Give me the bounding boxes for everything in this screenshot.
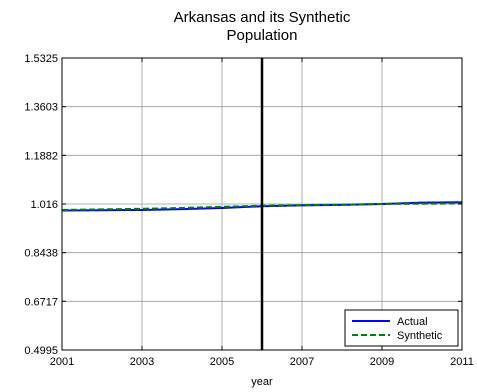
x-tick-label: 2007 bbox=[290, 356, 314, 368]
y-tick-label: 0.4995 bbox=[24, 345, 58, 357]
chart-title-line: Arkansas and its Synthetic bbox=[174, 9, 351, 26]
y-tick-label: 1.3603 bbox=[24, 102, 58, 114]
x-tick-label: 2001 bbox=[50, 356, 74, 368]
x-tick-label: 2009 bbox=[370, 356, 394, 368]
ticks: 2001 2003 2005 2007 2009 2011 0.4995 0.6717 0.84… bbox=[24, 53, 473, 368]
x-axis-label: year bbox=[251, 376, 273, 388]
x-tick-label: 2005 bbox=[210, 356, 234, 368]
y-tick-label: 1.016 bbox=[30, 199, 58, 211]
chart-title-line: Population bbox=[227, 27, 298, 44]
y-tick-label: 0.8438 bbox=[24, 248, 58, 260]
y-tick-label: 1.5325 bbox=[24, 53, 58, 65]
x-tick-label: 2011 bbox=[450, 356, 474, 368]
legend-label-synthetic: Synthetic bbox=[397, 330, 443, 342]
y-tick-label: 0.6717 bbox=[24, 296, 58, 308]
legend: Actual Synthetic bbox=[344, 309, 459, 347]
legend-box bbox=[344, 309, 459, 347]
legend-label-actual: Actual bbox=[397, 316, 428, 328]
x-tick-label: 2003 bbox=[130, 356, 154, 368]
y-tick-label: 1.1882 bbox=[24, 150, 58, 162]
